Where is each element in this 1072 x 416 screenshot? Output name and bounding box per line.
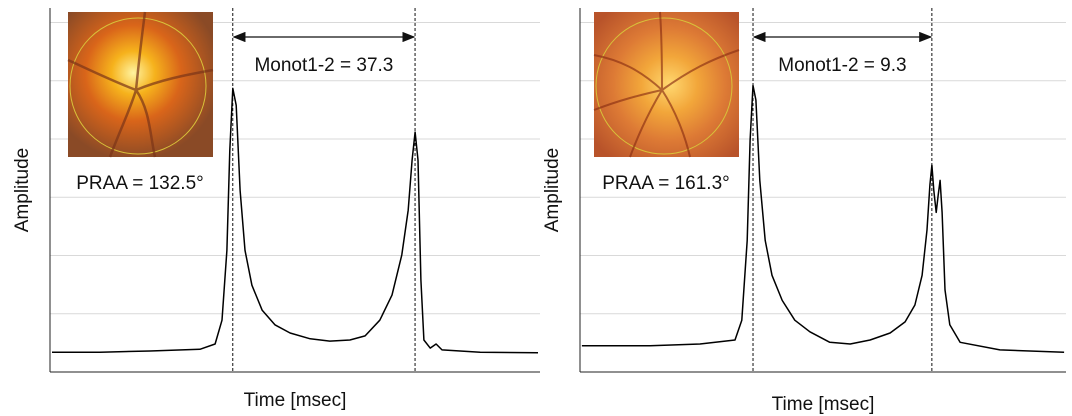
interval-label: Monot1-2 = 37.3 <box>254 55 393 76</box>
x-axis-label: Time [msec] <box>244 390 347 411</box>
inset-label: PRAA = 132.5° <box>76 173 204 194</box>
signal-line <box>581 84 1065 353</box>
y-axis-label: Amplitude <box>12 148 33 233</box>
signal-line <box>52 87 539 354</box>
fundus-image-right <box>593 11 740 158</box>
x-axis-label: Time [msec] <box>772 394 875 415</box>
inset-label: PRAA = 161.3° <box>602 173 730 194</box>
fundus-image-left <box>67 11 214 158</box>
interval-label: Monot1-2 = 9.3 <box>778 55 906 76</box>
y-axis-label: Amplitude <box>542 148 563 233</box>
